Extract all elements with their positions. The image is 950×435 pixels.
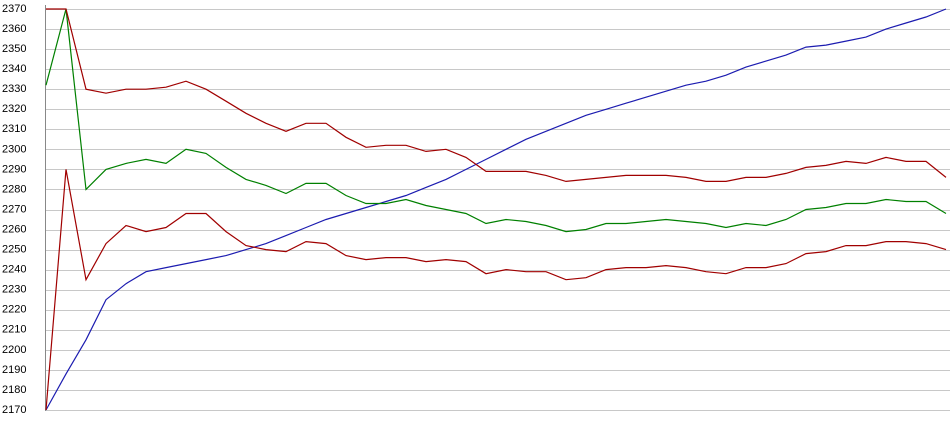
y-tick-label: 2210	[2, 324, 26, 336]
y-tick-label: 2260	[2, 223, 26, 235]
series-line	[45, 8, 947, 233]
y-tick-label: 2220	[2, 304, 26, 316]
y-tick-label: 2250	[2, 244, 26, 256]
y-tick-label: 2190	[2, 364, 26, 376]
y-tick-label: 2240	[2, 264, 26, 276]
y-tick-label: 2350	[2, 43, 26, 55]
y-tick-label: 2340	[2, 63, 26, 75]
y-tick-label: 2270	[2, 203, 26, 215]
y-tick-label: 2370	[2, 3, 26, 15]
y-tick-label: 2320	[2, 103, 26, 115]
y-tick-label: 2180	[2, 384, 26, 396]
y-tick-label: 2290	[2, 163, 26, 175]
y-tick-label: 2280	[2, 183, 26, 195]
series-line	[46, 8, 947, 183]
y-tick-label: 2230	[2, 284, 26, 296]
y-tick-label: 2330	[2, 83, 26, 95]
y-tick-label: 2300	[2, 143, 26, 155]
y-tick-label: 2360	[2, 23, 26, 35]
series-line	[45, 169, 947, 411]
series-line	[45, 8, 947, 411]
y-tick-label: 2200	[2, 344, 26, 356]
y-tick-label: 2170	[2, 404, 26, 416]
y-tick-label: 2310	[2, 123, 26, 135]
